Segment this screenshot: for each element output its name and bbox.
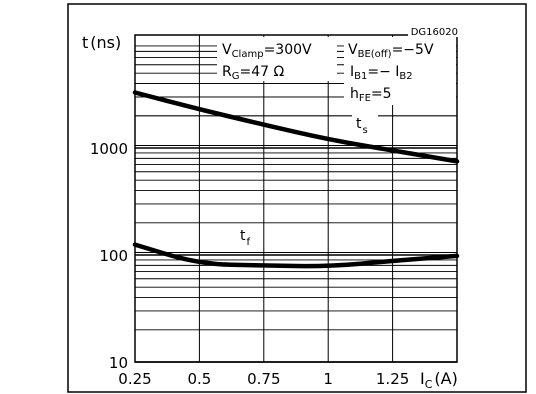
series-label-ts: ts: [356, 116, 368, 136]
x-tick-label: 0.75: [247, 370, 280, 388]
x-tick-label: 1: [323, 370, 333, 388]
condition-ib: IB1=− IB2: [350, 64, 413, 82]
x-axis-label: IC (A): [420, 369, 458, 391]
condition-rg: RG=47 Ω: [222, 64, 284, 82]
figure-code: DG16020: [411, 27, 458, 38]
series-label-tf: tf: [240, 228, 251, 248]
y-tick-label: 100: [99, 247, 128, 265]
y-axis-label: t (ns): [82, 33, 121, 52]
y-tick-label: 1000: [90, 140, 128, 158]
y-axis-unit: (ns): [90, 33, 121, 52]
series-tf-curve: [132, 242, 460, 269]
x-tick-label: 0.25: [118, 370, 151, 388]
series-layer: [132, 90, 460, 269]
x-axis-symbol: I: [420, 369, 425, 388]
y-tick-label: 10: [109, 354, 128, 372]
condition-vbe: VBE(off)=−5V: [348, 42, 434, 60]
tick-labels: 0.25 0.5 0.75 1 1.25 10 100 1000: [90, 140, 409, 388]
x-axis-unit: (A): [434, 369, 457, 388]
conditions-mask-right: [344, 37, 456, 105]
tf-label-mask: [236, 228, 260, 250]
plot-area: [134, 34, 458, 363]
condition-hfe: hFE=5: [350, 86, 392, 104]
figure-frame: [67, 3, 527, 393]
ts-label-mask: [352, 115, 378, 137]
y-axis-symbol: t: [82, 33, 88, 52]
series-ts-curve: [132, 90, 460, 164]
x-tick-label: 0.5: [187, 370, 211, 388]
x-tick-label: 1.25: [376, 370, 409, 388]
conditions-mask-left: [217, 37, 337, 81]
code-mask: [408, 26, 460, 37]
x-axis-subscript: C: [425, 378, 433, 391]
condition-vclamp: VClamp=300V: [222, 42, 312, 60]
